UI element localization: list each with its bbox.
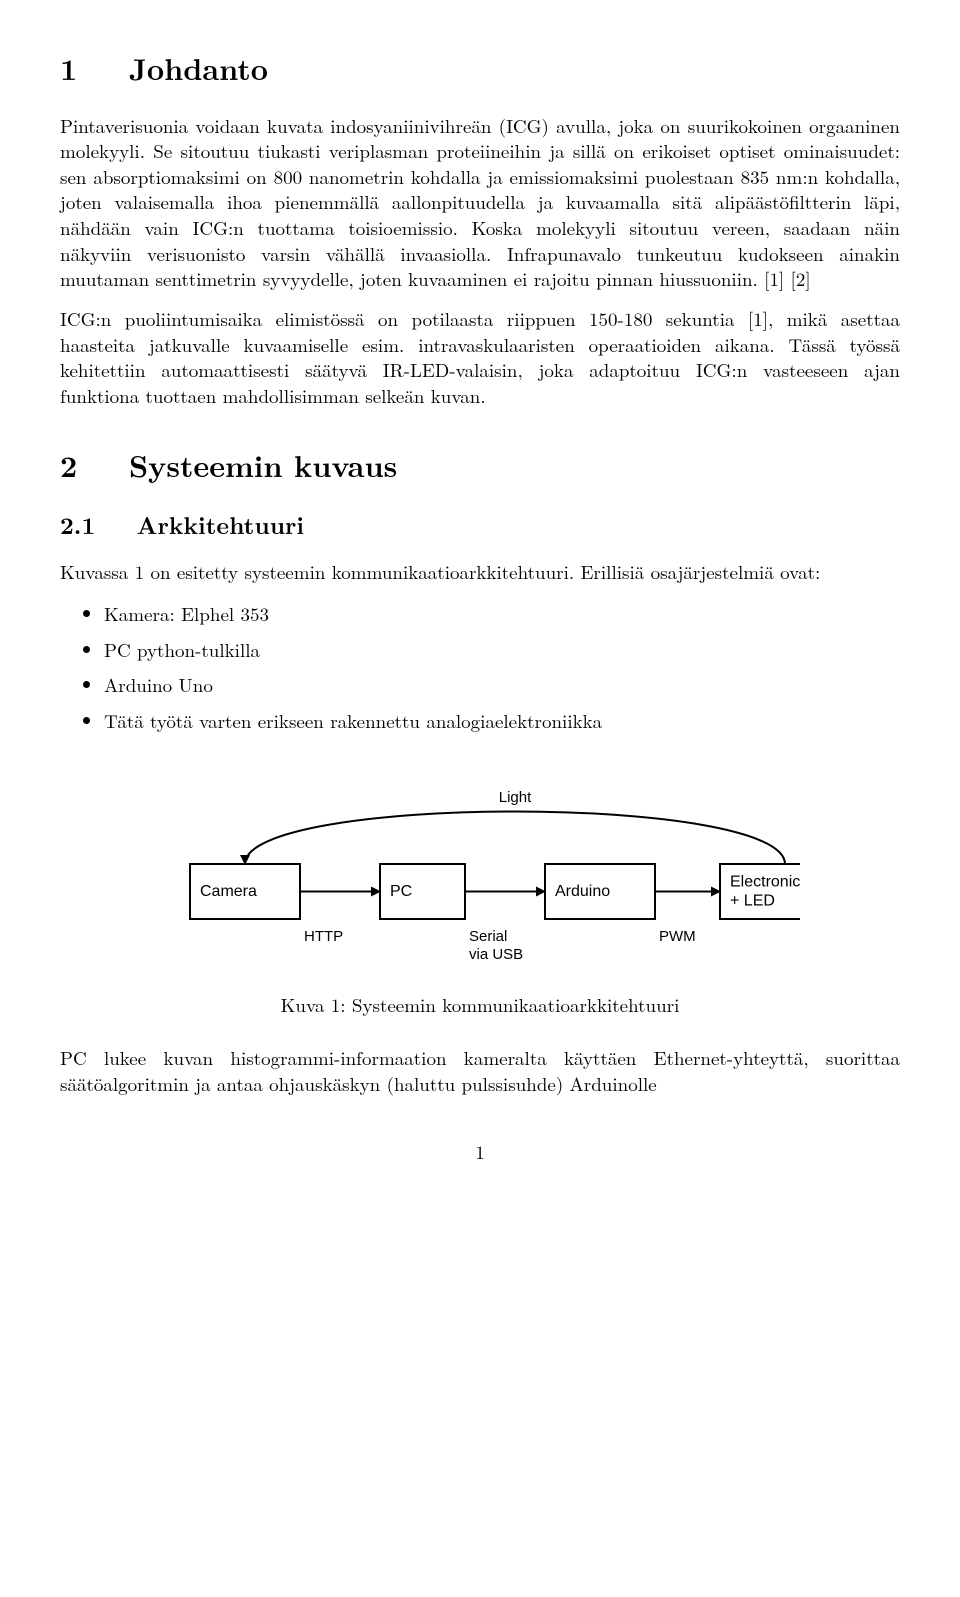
list-item: Tätä työtä varten erikseen rakennettu an… xyxy=(104,708,900,734)
figure-caption: Kuva 1: Systeemin kommunikaatioarkkiteht… xyxy=(60,992,900,1018)
paragraph: Kuvassa 1 on esitetty systeemin kommunik… xyxy=(60,559,900,585)
section-heading-1: 1 Johdanto xyxy=(60,48,900,89)
section-heading-2: 2 Systeemin kuvaus xyxy=(60,445,900,486)
section-title: Systeemin kuvaus xyxy=(129,443,397,486)
page-number: 1 xyxy=(60,1139,900,1165)
svg-text:Serial: Serial xyxy=(469,928,507,945)
svg-text:Camera: Camera xyxy=(200,883,257,900)
list-item: Arduino Uno xyxy=(104,672,900,698)
svg-text:via USB: via USB xyxy=(469,946,523,963)
svg-text:+ LED: + LED xyxy=(730,892,775,909)
paragraph: Pintaverisuonia voidaan kuvata indosyani… xyxy=(60,113,900,292)
section-number: 1 xyxy=(60,46,77,89)
paragraph: ICG:n puoliintumisaika elimistössä on po… xyxy=(60,306,900,409)
component-list: Kamera: Elphel 353 PC python-tulkilla Ar… xyxy=(60,601,900,734)
svg-text:Arduino: Arduino xyxy=(555,883,610,900)
svg-text:Light: Light xyxy=(499,789,532,806)
figure-1: Light HTTP Serialvia USB PWM Camera PC Arduino… xyxy=(60,774,900,974)
section-number: 2 xyxy=(60,443,77,486)
subsection-title: Arkkitehtuuri xyxy=(137,508,304,542)
subsection-number: 2.1 xyxy=(60,508,95,542)
architecture-diagram: Light HTTP Serialvia USB PWM Camera PC Arduino… xyxy=(160,774,800,974)
svg-text:PWM: PWM xyxy=(659,928,696,945)
svg-text:PC: PC xyxy=(390,883,412,900)
subsection-heading-2-1: 2.1 Arkkitehtuuri xyxy=(60,509,900,541)
paragraph: PC lukee kuvan histogrammi-informaation … xyxy=(60,1045,900,1096)
list-item: Kamera: Elphel 353 xyxy=(104,601,900,627)
list-item: PC python-tulkilla xyxy=(104,637,900,663)
svg-text:Electronics: Electronics xyxy=(730,873,800,890)
svg-text:HTTP: HTTP xyxy=(304,928,343,945)
section-title: Johdanto xyxy=(129,46,268,89)
